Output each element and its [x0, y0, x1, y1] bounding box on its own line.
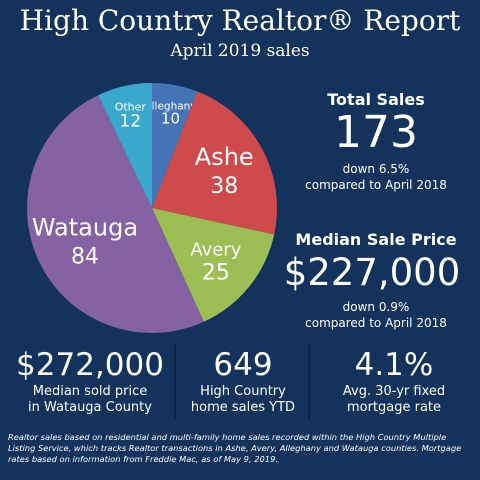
- pie-slice-ashe: [152, 91, 277, 235]
- stat-sales-ytd: 649 High Country home sales YTD: [176, 346, 310, 416]
- stat-value: $272,000: [16, 347, 164, 383]
- pie-label: Other: [115, 100, 147, 113]
- stat-caption: mortgage rate: [346, 400, 442, 415]
- total-sales-label: Total Sales: [327, 90, 425, 109]
- stat-watauga-median: $272,000 Median sold price in Watauga Co…: [6, 346, 174, 416]
- stat-caption: High Country: [200, 384, 286, 399]
- stat-value: 4.1%: [354, 347, 434, 383]
- pie-value-label: 84: [71, 244, 99, 269]
- page-title: High Country Realtor® Report: [19, 4, 461, 37]
- median-price-value: $227,000: [283, 251, 461, 294]
- pie-label: Avery: [190, 239, 241, 260]
- stat-divider: [308, 344, 310, 420]
- pie-slice-avery: [152, 208, 275, 322]
- pie-value-label: 10: [161, 110, 180, 128]
- stat-caption: Avg. 30-yr fixed: [342, 384, 446, 399]
- pie-label: Ashe: [195, 143, 254, 171]
- pie-label: Alleghany: [144, 101, 196, 113]
- total-sales-comparison: compared to April 2018: [305, 178, 447, 192]
- stat-caption: Median sold price: [32, 384, 148, 399]
- pie-value-label: 25: [202, 260, 230, 285]
- total-sales-change: down 6.5%: [342, 162, 410, 176]
- stat-caption: home sales YTD: [190, 400, 296, 415]
- median-price-comparison: compared to April 2018: [305, 316, 447, 330]
- stat-divider: [174, 344, 176, 420]
- total-sales-value: 173: [334, 107, 418, 158]
- pie-value-label: 38: [210, 174, 238, 199]
- median-price-change: down 0.9%: [342, 300, 410, 314]
- pie-slice-watauga: [26, 95, 204, 334]
- stat-mortgage-rate: 4.1% Avg. 30-yr fixed mortgage rate: [312, 346, 476, 416]
- stat-caption: in Watauga County: [28, 400, 152, 415]
- pie-slice-other: [98, 83, 152, 208]
- stat-value: 649: [213, 347, 273, 383]
- median-price-label: Median Sale Price: [295, 230, 457, 249]
- pie-slice-alleghany: [152, 83, 198, 208]
- pie-label: Watauga: [32, 213, 138, 241]
- pie-value-label: 12: [119, 111, 141, 131]
- footnote: Realtor sales based on residential and m…: [8, 432, 462, 464]
- page-subtitle: April 2019 sales: [170, 41, 310, 61]
